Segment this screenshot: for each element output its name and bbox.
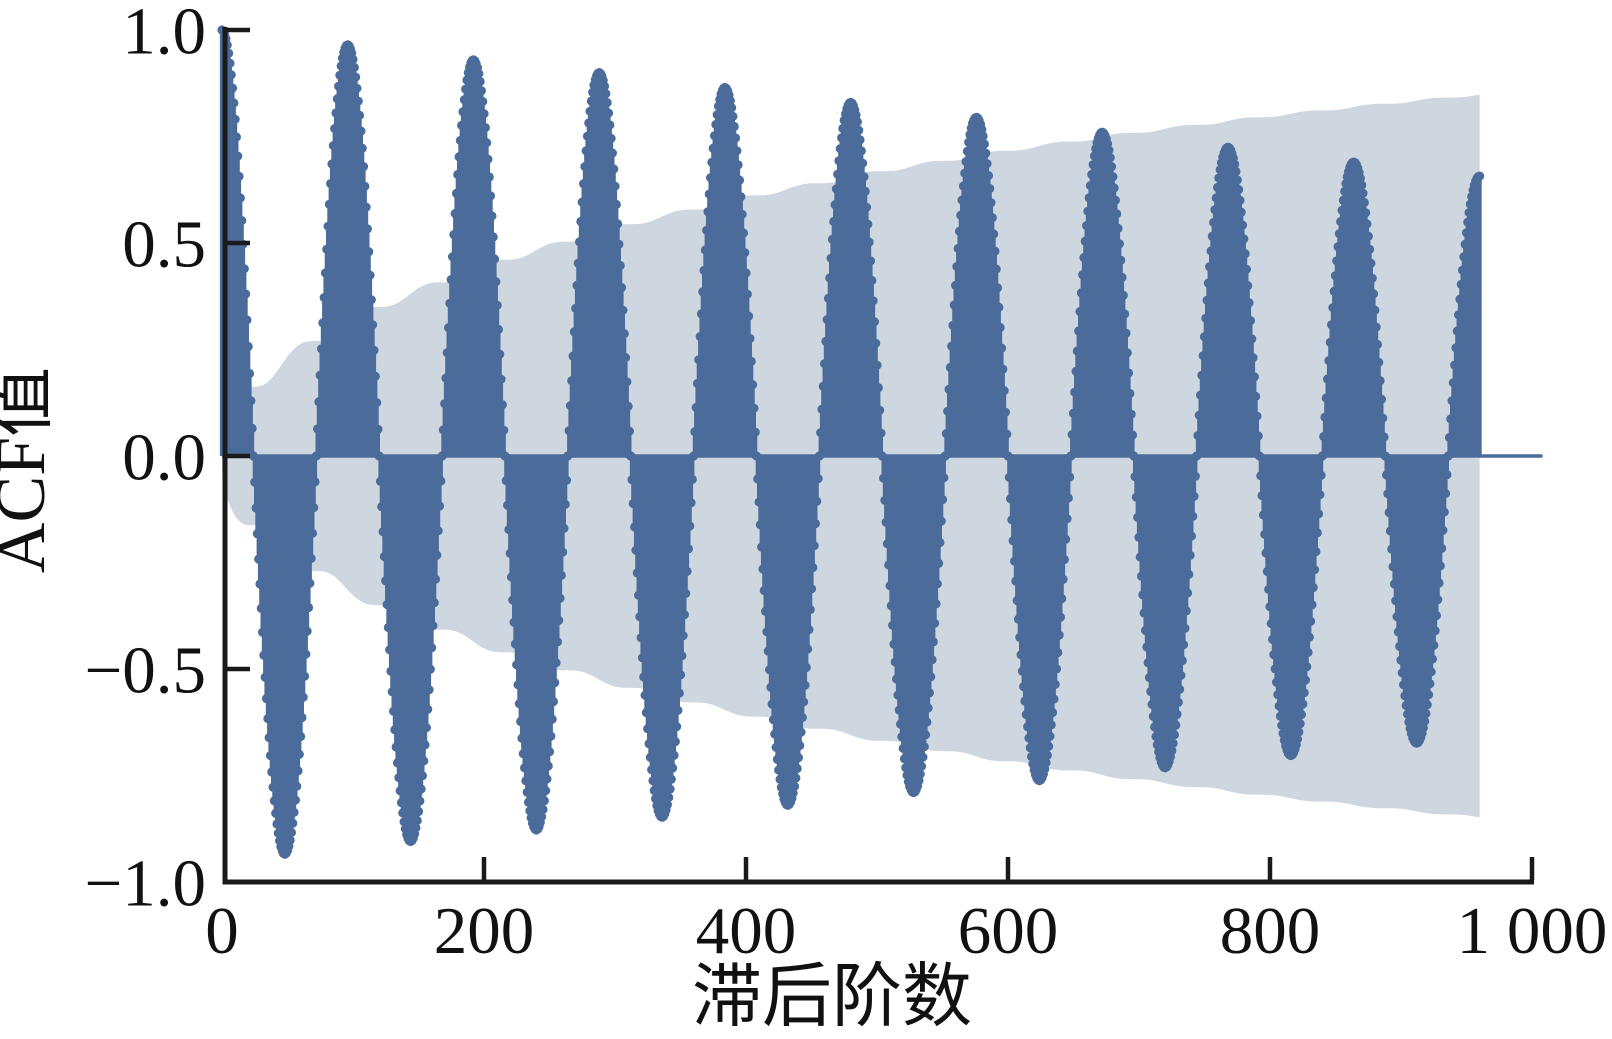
y-tick-label: 0.0 [122,420,206,494]
y-axis-title: ACF值 [0,367,60,573]
y-tick-label: 0.5 [122,207,206,281]
x-tick-label: 600 [958,894,1059,968]
y-tick-label: −0.5 [84,633,206,707]
x-tick-label: 0 [205,894,239,968]
y-tick-label: −1.0 [84,846,206,920]
y-tick-label: 1.0 [122,0,206,68]
x-tick-label: 800 [1220,894,1321,968]
x-tick-label: 400 [696,894,797,968]
x-tick-label: 200 [434,894,535,968]
x-tick-label: 1 000 [1457,894,1608,968]
x-axis-title: 滞后阶数 [692,959,972,1036]
acf-stems [219,30,1482,855]
